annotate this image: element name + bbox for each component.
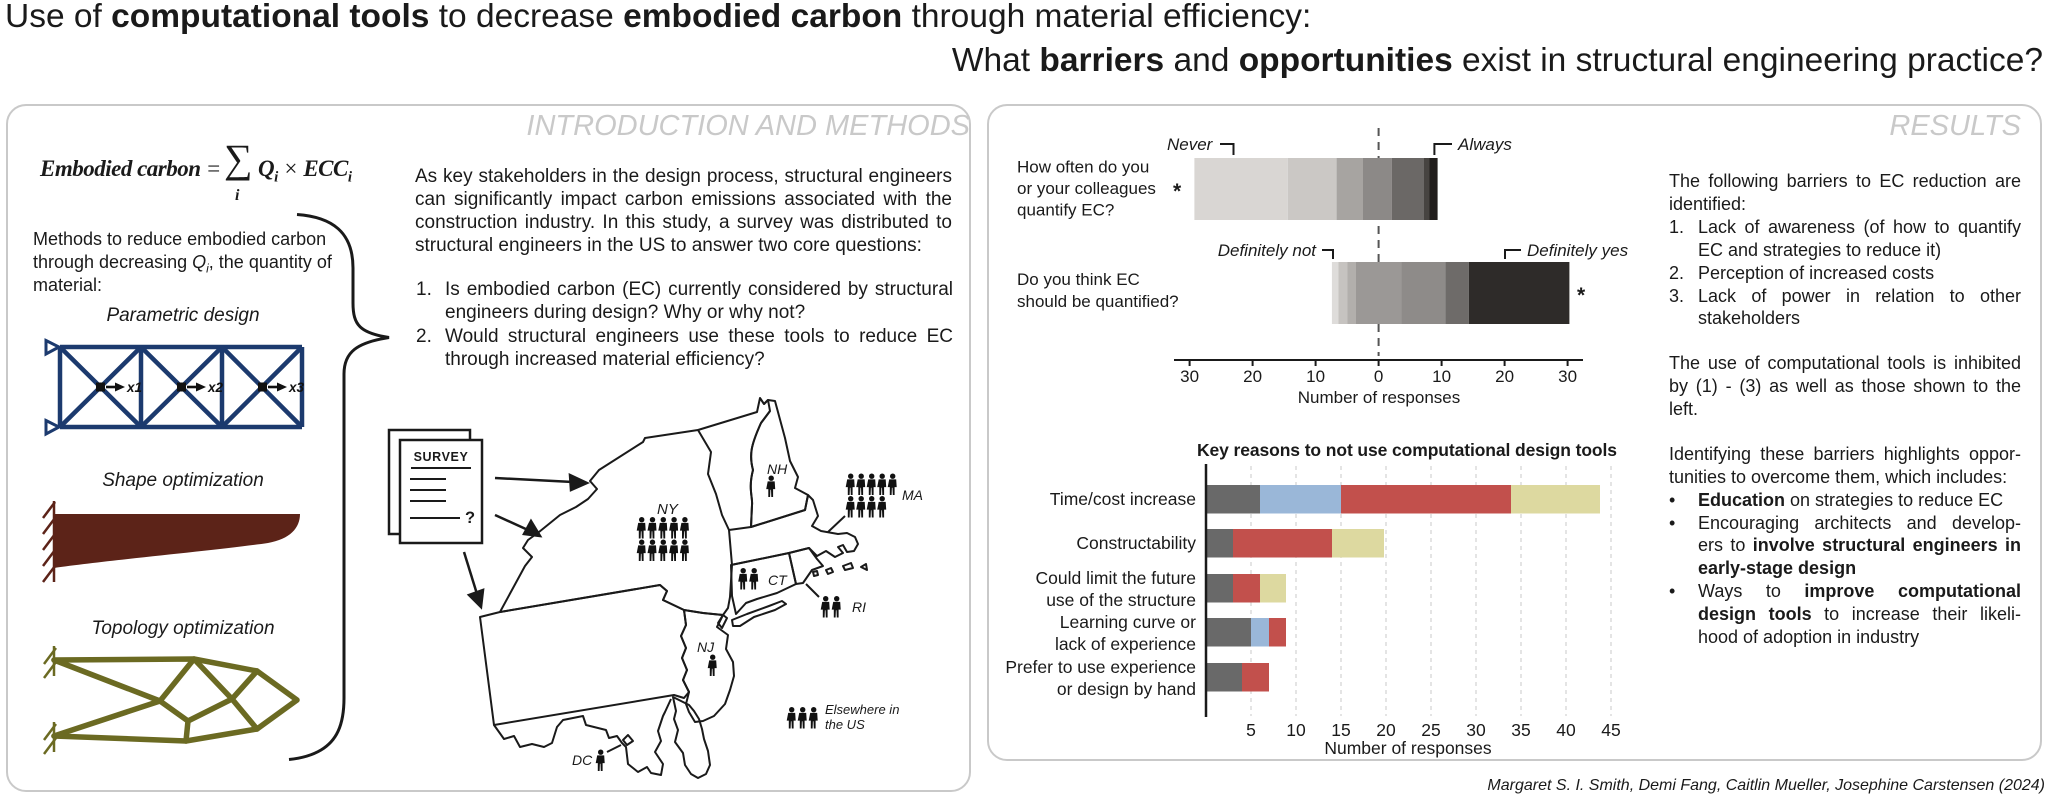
svg-text:NH: NH (767, 461, 788, 477)
svg-text:30: 30 (1180, 367, 1199, 386)
svg-text:Definitely yes: Definitely yes (1527, 241, 1629, 260)
svg-text:20: 20 (1376, 720, 1396, 740)
svg-text:10: 10 (1306, 367, 1325, 386)
svg-text:Learning curve or: Learning curve or (1060, 612, 1196, 632)
svg-text:*: * (1577, 284, 1586, 307)
svg-text:Do you think EC: Do you think EC (1017, 270, 1140, 289)
svg-text:NY: NY (657, 501, 679, 518)
svg-text:the US: the US (825, 717, 865, 732)
svg-text:40: 40 (1556, 720, 1576, 740)
svg-text:quantify EC?: quantify EC? (1017, 201, 1114, 220)
svg-text:DC: DC (572, 752, 593, 768)
svg-text:20: 20 (1495, 367, 1514, 386)
svg-text:SURVEY: SURVEY (414, 450, 469, 464)
svg-text:x2: x2 (207, 380, 224, 395)
svg-text:10: 10 (1432, 367, 1451, 386)
svg-text:NJ: NJ (697, 639, 715, 655)
svg-text:or your colleagues: or your colleagues (1017, 179, 1156, 198)
svg-text:30: 30 (1466, 720, 1486, 740)
svg-text:15: 15 (1331, 720, 1350, 740)
svg-text:Could limit the future: Could limit the future (1036, 568, 1197, 588)
svg-text:Always: Always (1457, 135, 1512, 154)
svg-text:MA: MA (902, 487, 923, 503)
svg-text:Time/cost increase: Time/cost increase (1050, 489, 1196, 509)
svg-text:RI: RI (852, 599, 866, 615)
svg-text:Never: Never (1167, 135, 1214, 154)
svg-text:use of the structure: use of the structure (1046, 590, 1196, 610)
svg-text:x3: x3 (288, 380, 305, 395)
svg-text:or design by hand: or design by hand (1057, 679, 1196, 699)
svg-text:?: ? (465, 509, 475, 527)
svg-text:Number of responses: Number of responses (1324, 738, 1492, 758)
svg-text:45: 45 (1601, 720, 1620, 740)
svg-text:*: * (1173, 180, 1182, 203)
svg-text:Definitely not: Definitely not (1218, 241, 1318, 260)
svg-text:CT: CT (768, 572, 788, 588)
svg-text:Prefer to use experience: Prefer to use experience (1005, 657, 1196, 677)
svg-text:Constructability: Constructability (1076, 533, 1196, 553)
svg-text:20: 20 (1243, 367, 1262, 386)
svg-text:lack of experience: lack of experience (1055, 634, 1196, 654)
svg-text:Number of responses: Number of responses (1298, 388, 1461, 407)
svg-text:25: 25 (1421, 720, 1440, 740)
svg-text:0: 0 (1374, 367, 1383, 386)
svg-text:5: 5 (1246, 720, 1256, 740)
svg-text:should be quantified?: should be quantified? (1017, 292, 1179, 311)
svg-text:Elsewhere in: Elsewhere in (825, 702, 899, 717)
svg-text:10: 10 (1286, 720, 1306, 740)
svg-text:Key reasons to not use computa: Key reasons to not use computational des… (1197, 440, 1617, 460)
svg-text:x1: x1 (126, 380, 142, 395)
svg-text:30: 30 (1558, 367, 1577, 386)
svg-text:35: 35 (1511, 720, 1530, 740)
svg-text:How often do you: How often do you (1017, 158, 1149, 177)
